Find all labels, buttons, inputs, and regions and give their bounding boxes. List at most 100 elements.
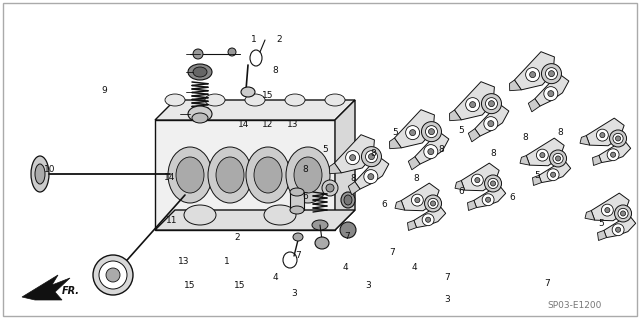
Ellipse shape	[228, 48, 236, 56]
Text: 7: 7	[295, 251, 300, 260]
Ellipse shape	[616, 136, 621, 141]
Polygon shape	[390, 138, 401, 149]
Ellipse shape	[176, 157, 204, 193]
Polygon shape	[455, 181, 465, 190]
Polygon shape	[155, 120, 335, 230]
Ellipse shape	[192, 113, 208, 123]
Ellipse shape	[344, 195, 352, 205]
Polygon shape	[586, 118, 624, 146]
Ellipse shape	[540, 152, 545, 158]
Ellipse shape	[470, 102, 476, 108]
Polygon shape	[520, 156, 530, 165]
Text: 4: 4	[412, 263, 417, 272]
Text: 5: 5	[599, 219, 604, 228]
Text: 14: 14	[164, 173, 175, 182]
Polygon shape	[598, 230, 607, 241]
Ellipse shape	[605, 208, 610, 213]
Ellipse shape	[412, 194, 423, 206]
Polygon shape	[528, 99, 540, 112]
Text: 7: 7	[390, 248, 395, 256]
Polygon shape	[414, 205, 445, 227]
Ellipse shape	[422, 122, 442, 142]
Polygon shape	[593, 155, 602, 166]
Text: 4: 4	[273, 273, 278, 282]
Ellipse shape	[428, 129, 435, 135]
Ellipse shape	[250, 50, 262, 66]
Ellipse shape	[621, 211, 625, 216]
Ellipse shape	[245, 94, 265, 106]
Text: 15: 15	[262, 91, 273, 100]
Polygon shape	[539, 160, 571, 182]
Ellipse shape	[165, 94, 185, 106]
Text: 1: 1	[225, 257, 230, 266]
Polygon shape	[395, 201, 404, 210]
Ellipse shape	[548, 91, 554, 97]
Polygon shape	[526, 138, 564, 166]
Text: 8: 8	[490, 149, 495, 158]
Ellipse shape	[536, 149, 548, 161]
Ellipse shape	[428, 149, 434, 155]
Text: 3: 3	[444, 295, 449, 304]
Polygon shape	[454, 82, 495, 120]
Text: 8: 8	[557, 128, 563, 137]
Ellipse shape	[490, 181, 495, 186]
Ellipse shape	[488, 121, 494, 127]
Ellipse shape	[602, 204, 613, 216]
Polygon shape	[461, 163, 499, 191]
Text: 7: 7	[444, 273, 449, 282]
Text: 13: 13	[287, 120, 298, 129]
Ellipse shape	[612, 224, 624, 236]
Ellipse shape	[431, 201, 436, 206]
Polygon shape	[580, 136, 589, 145]
Ellipse shape	[486, 98, 497, 110]
Ellipse shape	[312, 220, 328, 230]
Ellipse shape	[614, 205, 632, 222]
Ellipse shape	[99, 261, 127, 289]
Ellipse shape	[550, 172, 556, 177]
Ellipse shape	[283, 252, 297, 268]
Ellipse shape	[349, 155, 356, 161]
Ellipse shape	[553, 153, 563, 164]
Ellipse shape	[246, 147, 290, 203]
Ellipse shape	[254, 157, 282, 193]
Polygon shape	[22, 275, 70, 300]
Ellipse shape	[545, 68, 557, 80]
Ellipse shape	[285, 94, 305, 106]
Ellipse shape	[481, 94, 502, 114]
Text: 8: 8	[303, 165, 308, 174]
Text: 6: 6	[509, 193, 515, 202]
Polygon shape	[449, 110, 461, 121]
Text: 11: 11	[166, 216, 177, 225]
Polygon shape	[330, 163, 341, 174]
Text: 3: 3	[292, 289, 297, 298]
Ellipse shape	[530, 72, 536, 78]
Text: 2: 2	[276, 35, 282, 44]
Text: 14: 14	[237, 120, 249, 129]
Ellipse shape	[406, 126, 420, 140]
Text: 10: 10	[44, 165, 55, 174]
Ellipse shape	[415, 197, 420, 203]
Polygon shape	[155, 100, 355, 120]
Polygon shape	[335, 100, 355, 230]
Ellipse shape	[325, 94, 345, 106]
Ellipse shape	[106, 268, 120, 282]
Text: 9: 9	[102, 86, 107, 95]
Ellipse shape	[341, 192, 355, 208]
Ellipse shape	[426, 217, 431, 222]
Text: 6: 6	[458, 187, 463, 196]
Text: 8: 8	[413, 174, 419, 183]
Ellipse shape	[364, 170, 378, 184]
Ellipse shape	[426, 126, 438, 137]
Text: SP03-E1200: SP03-E1200	[548, 300, 602, 309]
Ellipse shape	[616, 227, 621, 232]
Ellipse shape	[486, 197, 491, 202]
Ellipse shape	[346, 151, 360, 165]
Ellipse shape	[293, 233, 303, 241]
Ellipse shape	[613, 133, 623, 144]
Ellipse shape	[466, 98, 479, 112]
Ellipse shape	[424, 145, 438, 159]
Text: 3: 3	[365, 281, 371, 290]
Ellipse shape	[484, 175, 502, 192]
Polygon shape	[348, 182, 360, 195]
Text: 1: 1	[252, 35, 257, 44]
